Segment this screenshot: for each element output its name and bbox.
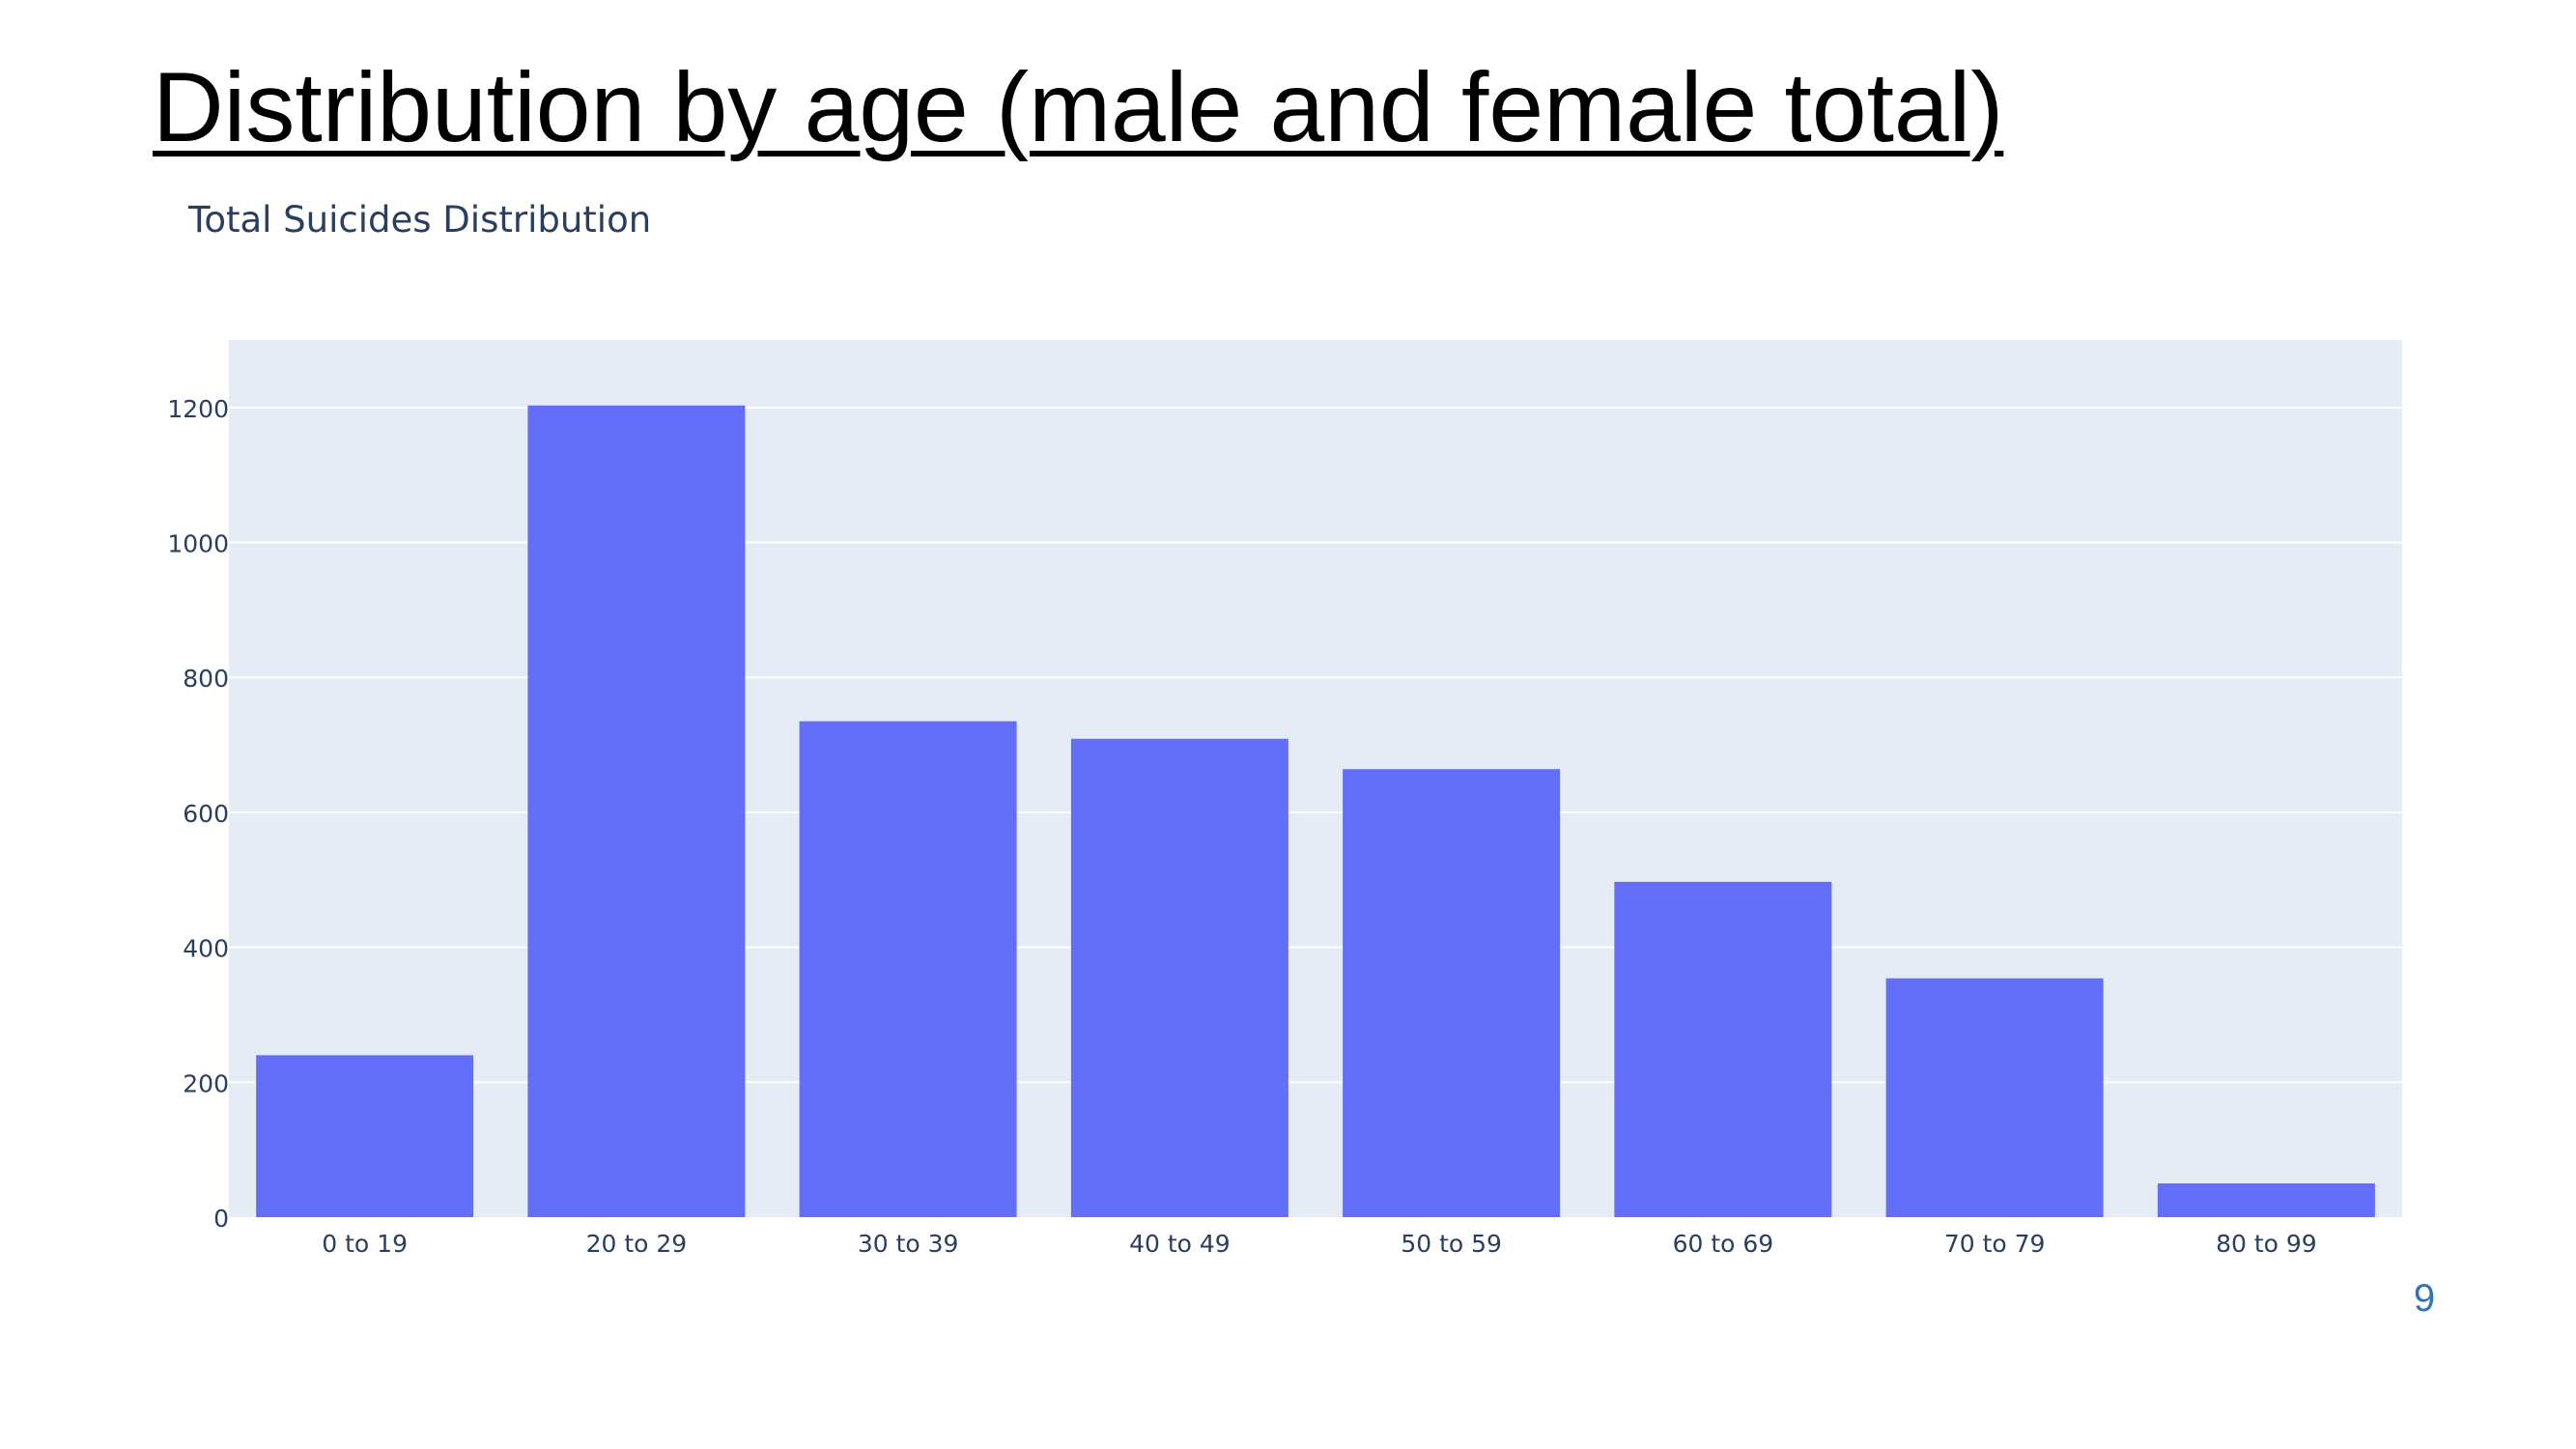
y-tick-label: 400 <box>183 935 229 963</box>
x-tick-label: 20 to 29 <box>586 1230 688 1258</box>
page-number: 9 <box>2413 1277 2436 1320</box>
bar[interactable] <box>1343 769 1561 1217</box>
bar[interactable] <box>799 721 1017 1217</box>
bar[interactable] <box>256 1055 474 1217</box>
bar[interactable] <box>2157 1183 2375 1217</box>
bar[interactable] <box>1885 978 2104 1217</box>
bars <box>256 405 2375 1218</box>
bar[interactable] <box>1614 881 1832 1217</box>
y-tick-label: 600 <box>183 800 229 828</box>
slide-title: Distribution by age (male and female tot… <box>153 52 2004 162</box>
y-tick-label: 1000 <box>167 530 229 558</box>
y-tick-label: 200 <box>183 1069 229 1097</box>
x-axis: 0 to 19 20 to 29 30 to 39 40 to 49 50 to 59 6… <box>322 1230 2316 1258</box>
x-tick-label: 70 to 79 <box>1944 1230 2046 1258</box>
x-tick-label: 40 to 49 <box>1129 1230 1231 1258</box>
y-tick-label: 800 <box>183 665 229 693</box>
x-tick-label: 0 to 19 <box>322 1230 408 1258</box>
chart-title: Total Suicides Distribution <box>188 199 652 241</box>
y-tick-label: 0 <box>213 1205 229 1233</box>
bar[interactable] <box>1070 738 1288 1217</box>
x-tick-label: 80 to 99 <box>2216 1230 2317 1258</box>
x-tick-label: 60 to 69 <box>1673 1230 1774 1258</box>
bar[interactable] <box>527 405 746 1218</box>
y-axis: 0 200 400 600 800 1000 1200 <box>167 395 229 1233</box>
y-tick-label: 1200 <box>167 395 229 423</box>
x-tick-label: 30 to 39 <box>858 1230 959 1258</box>
x-tick-label: 50 to 59 <box>1401 1230 1502 1258</box>
